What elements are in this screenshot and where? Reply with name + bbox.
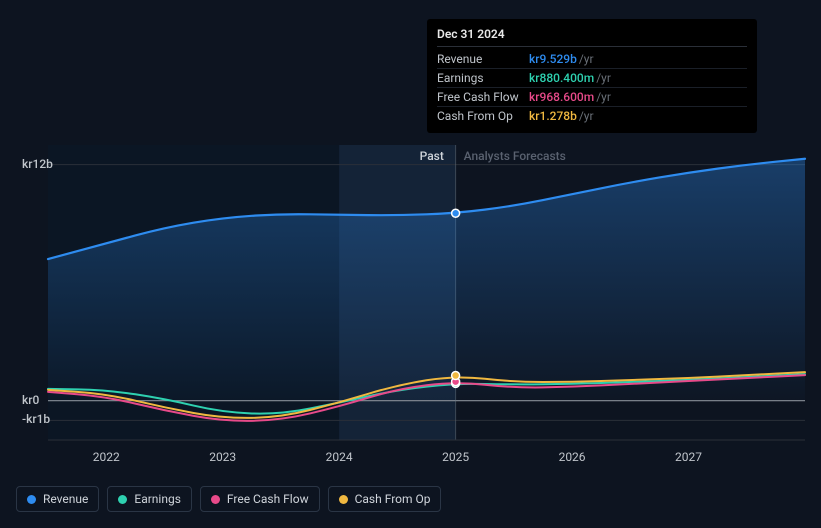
tooltip-row: Earningskr880.400m /yr (437, 69, 747, 88)
tooltip-row: Cash From Opkr1.278b /yr (437, 107, 747, 125)
tooltip-row-unit: /yr (579, 52, 594, 66)
legend-item-label: Cash From Op (355, 492, 431, 506)
chart-tooltip: Dec 31 2024 Revenuekr9.529b /yrEarningsk… (427, 19, 757, 133)
legend-dot-icon (27, 495, 36, 504)
tooltip-row-value: kr1.278b (529, 109, 577, 123)
y-axis-label: -kr1b (22, 412, 50, 426)
x-axis-label: 2025 (442, 450, 469, 464)
tooltip-row-unit: /yr (579, 109, 594, 123)
tooltip-date: Dec 31 2024 (437, 27, 747, 47)
legend-item-label: Revenue (43, 492, 88, 506)
tooltip-row-label: Revenue (437, 52, 529, 66)
x-axis-label: 2022 (93, 450, 120, 464)
x-axis-label: 2027 (675, 450, 702, 464)
legend-dot-icon (118, 495, 127, 504)
tooltip-row-unit: /yr (596, 90, 611, 104)
section-label-forecast: Analysts Forecasts (464, 149, 566, 163)
tooltip-row-unit: /yr (596, 71, 611, 85)
x-axis-label: 2024 (326, 450, 353, 464)
legend-item[interactable]: Revenue (16, 486, 99, 512)
legend-item[interactable]: Free Cash Flow (200, 486, 320, 512)
chart-legend: Revenue Earnings Free Cash Flow Cash From O… (16, 486, 441, 512)
tooltip-row: Free Cash Flowkr968.600m /yr (437, 88, 747, 107)
section-label-past: Past (420, 149, 444, 163)
tooltip-row-value: kr9.529b (529, 52, 577, 66)
tooltip-row-label: Cash From Op (437, 109, 529, 123)
legend-item-label: Free Cash Flow (227, 492, 309, 506)
tooltip-row-value: kr968.600m (529, 90, 594, 104)
tooltip-row: Revenuekr9.529b /yr (437, 50, 747, 69)
legend-dot-icon (211, 495, 220, 504)
tooltip-row-label: Free Cash Flow (437, 90, 529, 104)
legend-item-label: Earnings (134, 492, 181, 506)
y-axis-label: kr0 (22, 393, 39, 407)
x-axis-label: 2023 (209, 450, 236, 464)
legend-dot-icon (339, 495, 348, 504)
y-axis-label: kr12b (22, 157, 53, 171)
x-axis-label: 2026 (559, 450, 586, 464)
tooltip-row-label: Earnings (437, 71, 529, 85)
legend-item[interactable]: Earnings (107, 486, 192, 512)
legend-item[interactable]: Cash From Op (328, 486, 442, 512)
tooltip-row-value: kr880.400m (529, 71, 594, 85)
